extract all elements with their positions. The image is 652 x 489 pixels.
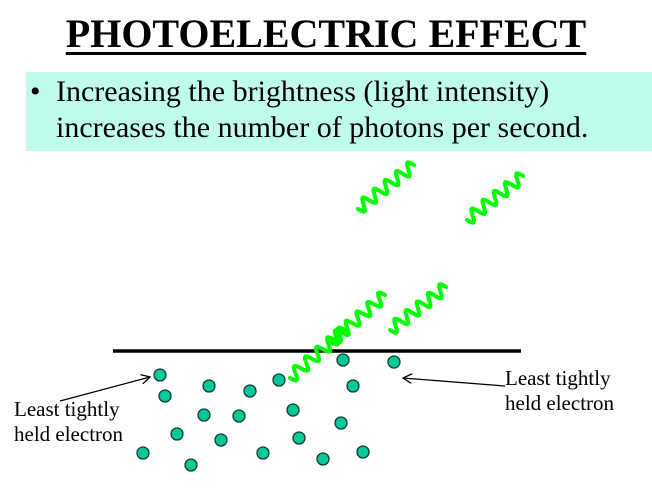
photon-wave-icon [288,325,347,383]
electron-icon [387,355,401,369]
electron-icon [243,384,257,398]
electron-group [136,353,401,472]
electron-icon [336,353,350,367]
electron-icon [286,403,300,417]
left-electron-label: Least tightly held electron [14,397,123,447]
electron-icon [256,446,270,460]
left-label-line-2: held electron [14,422,124,446]
photon-wave-icon [388,282,448,335]
photon-wave-icon [465,171,525,225]
slide-title: PHOTOELECTRIC EFFECT [0,10,652,58]
bullet-line-2: increases the number of photons per seco… [56,111,589,144]
electron-icon [346,379,360,393]
right-electron-label: Least tightly held electron [505,366,614,416]
right-label-line-1: Least tightly [505,366,611,390]
electron-icon [202,379,216,393]
right-arrow [403,378,506,387]
electron-icon [356,445,370,459]
electron-icon [184,458,198,472]
electron-icon [158,389,172,403]
slide-title-text: PHOTOELECTRIC EFFECT [65,11,587,56]
photon-wave-icon [356,160,416,214]
electron-icon [292,431,306,445]
bullet-line-1: Increasing the brightness (light intensi… [56,75,550,108]
electron-icon [136,446,150,460]
left-label-line-1: Least tightly [14,397,120,421]
electron-icon [170,427,184,441]
right-label-line-2: held electron [505,391,615,415]
bullet-text: Increasing the brightness (light intensi… [56,74,652,146]
electron-icon [272,373,286,387]
photon-group [288,160,525,383]
electron-icon [334,416,348,430]
electron-icon [153,368,167,382]
bullet-box: • Increasing the brightness (light inten… [26,72,652,151]
electron-icon [316,452,330,466]
left-arrow [59,377,150,402]
electron-icon [197,408,211,422]
electron-icon [232,409,246,423]
electron-icon [214,433,228,447]
bullet-point-icon: • [30,75,41,108]
